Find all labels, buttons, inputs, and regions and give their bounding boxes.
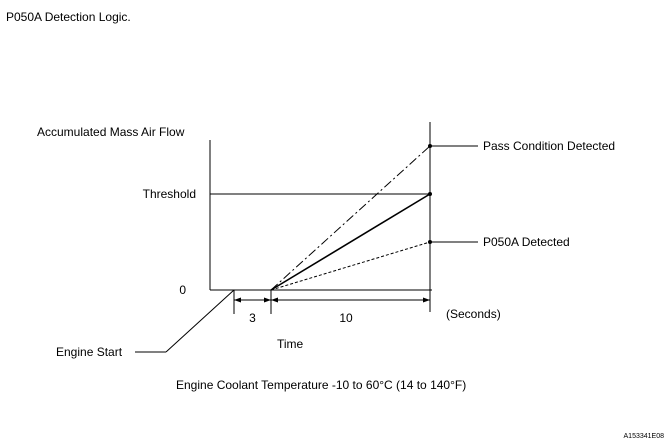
figure-code: A153341E08	[624, 433, 665, 440]
threshold-label: Threshold	[143, 187, 196, 201]
interval-1-arrow-right	[264, 297, 271, 303]
interval-2-arrow-left	[271, 297, 278, 303]
p050a-detected-label: P050A Detected	[483, 235, 570, 249]
condition-note: Engine Coolant Temperature -10 to 60°C (…	[176, 378, 466, 392]
x-axis-label: Time	[277, 337, 304, 351]
zero-label: 0	[179, 283, 186, 297]
pass-condition-label: Pass Condition Detected	[483, 139, 615, 153]
y-axis-label: Accumulated Mass Air Flow	[37, 125, 185, 139]
interval-2-label: 10	[339, 311, 353, 325]
threshold-rate-line	[270, 193, 431, 291]
threshold-point	[428, 192, 432, 196]
p050a-detected-line	[270, 241, 431, 291]
interval-1-arrow-left	[234, 297, 241, 303]
engine-start-label: Engine Start	[56, 345, 123, 359]
pass-condition-line	[270, 145, 431, 291]
diagram-title: P050A Detection Logic.	[6, 10, 131, 24]
interval-1-label: 3	[249, 311, 256, 325]
units-label: (Seconds)	[446, 307, 501, 321]
engine-start-pointer-diagonal	[165, 289, 235, 353]
interval-2-arrow-right	[423, 297, 430, 303]
